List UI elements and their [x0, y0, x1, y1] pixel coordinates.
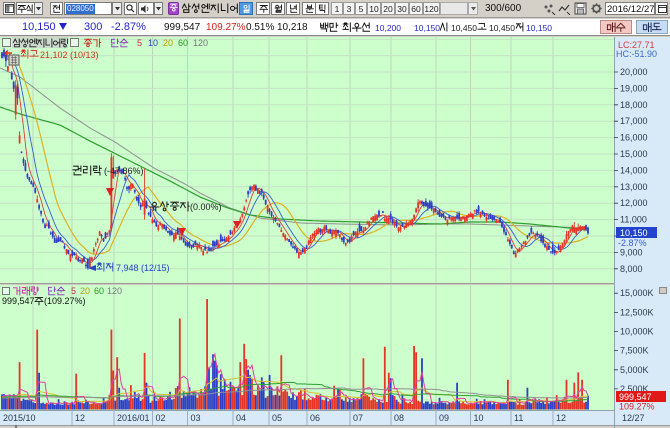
svg-text:LC:27.71: LC:27.71 [618, 40, 655, 50]
svg-text:09: 09 [439, 413, 449, 423]
svg-text:21,102 (10/13): 21,102 (10/13) [40, 50, 99, 60]
svg-text:05: 05 [272, 413, 282, 423]
svg-text:8,000: 8,000 [620, 264, 643, 274]
svg-text:(-47.86%): (-47.86%) [104, 166, 144, 176]
svg-text:17,000: 17,000 [620, 116, 648, 126]
svg-text:2,500K: 2,500K [620, 384, 649, 394]
svg-text:999,547: 999,547 [619, 392, 652, 402]
svg-text:-2.87%: -2.87% [618, 238, 647, 248]
svg-text:11: 11 [514, 413, 523, 423]
svg-text:07: 07 [353, 413, 363, 423]
svg-text:18,000: 18,000 [620, 100, 648, 110]
svg-text:10: 10 [474, 413, 484, 423]
svg-text:HC:-51.90: HC:-51.90 [616, 49, 657, 59]
svg-text:06: 06 [310, 413, 320, 423]
svg-text:11,000: 11,000 [620, 215, 647, 225]
svg-text:7,948 (12/15): 7,948 (12/15) [116, 263, 170, 273]
svg-text:19,000: 19,000 [620, 83, 648, 93]
svg-text:20,000: 20,000 [620, 67, 648, 77]
svg-text:16,000: 16,000 [620, 133, 648, 143]
svg-text:7,500K: 7,500K [620, 346, 649, 356]
svg-text:(0.00%): (0.00%) [190, 202, 222, 212]
svg-text:12: 12 [556, 413, 566, 423]
svg-text:08: 08 [394, 413, 404, 423]
svg-text:10,150: 10,150 [620, 228, 648, 238]
svg-text:12,000: 12,000 [620, 198, 648, 208]
svg-text:12/27: 12/27 [622, 413, 645, 423]
svg-text:5,000K: 5,000K [620, 365, 649, 375]
svg-text:13,000: 13,000 [620, 182, 648, 192]
svg-text:03: 03 [191, 413, 201, 423]
svg-text:109.27%: 109.27% [619, 402, 655, 412]
svg-text:02: 02 [156, 413, 166, 423]
svg-text:12,500K: 12,500K [620, 307, 654, 317]
svg-text:10,000K: 10,000K [620, 327, 654, 337]
svg-text:9,000: 9,000 [620, 247, 643, 257]
svg-text:12: 12 [75, 413, 85, 423]
svg-text:2016/01: 2016/01 [117, 413, 150, 423]
svg-text:04: 04 [236, 413, 246, 423]
svg-text:2015/10: 2015/10 [3, 413, 36, 423]
svg-text:15,000: 15,000 [620, 149, 648, 159]
svg-text:14,000: 14,000 [620, 165, 648, 175]
svg-text:15,000K: 15,000K [620, 288, 654, 298]
